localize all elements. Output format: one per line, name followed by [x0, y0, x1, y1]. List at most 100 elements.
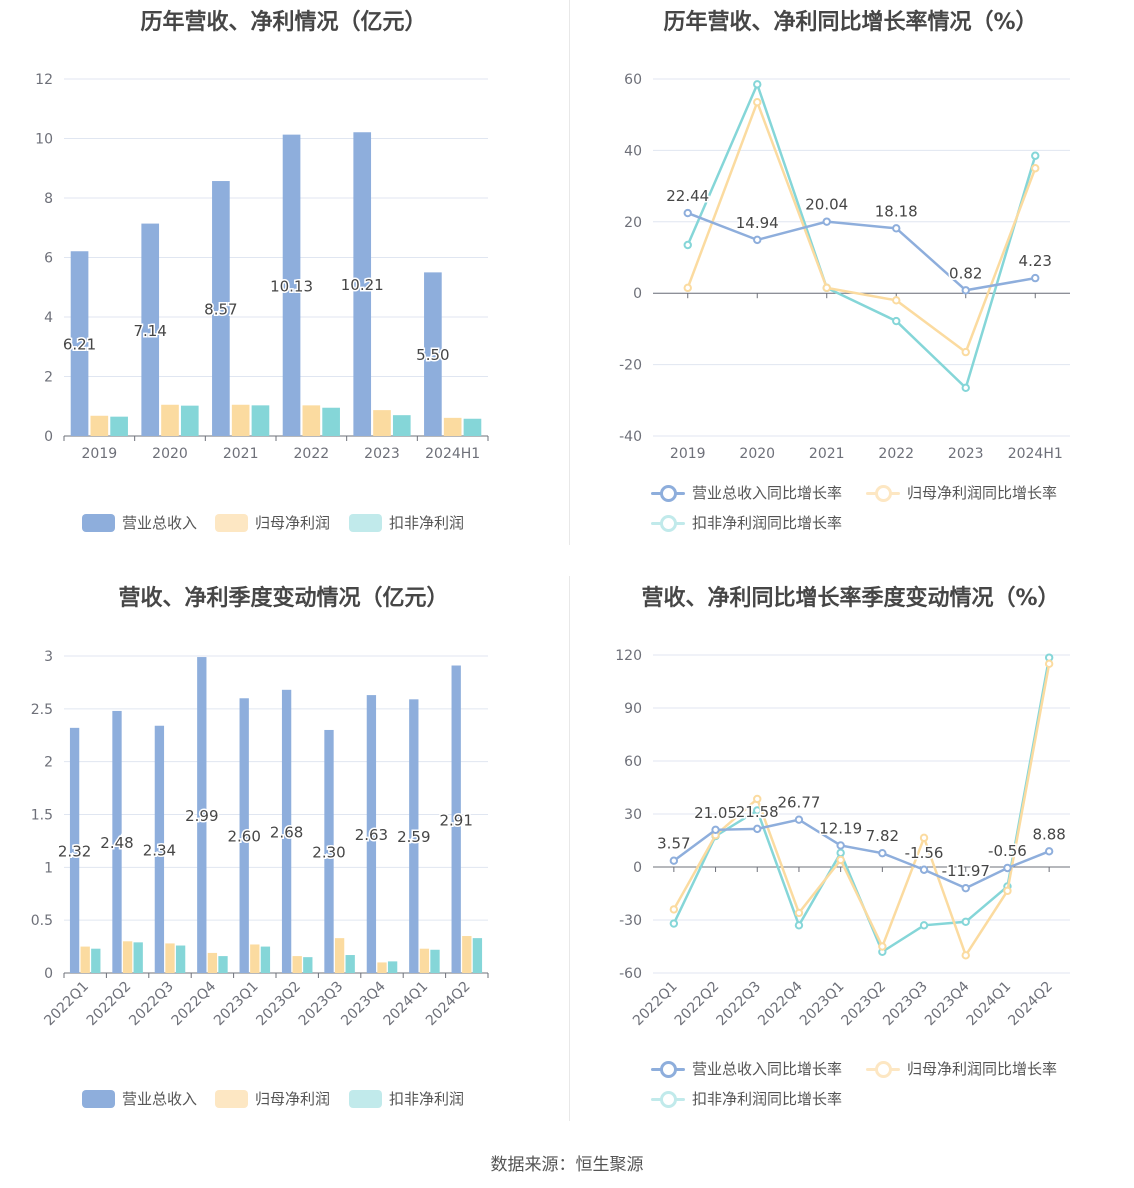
- data-label: 2.91: [439, 811, 472, 829]
- point-deducted: [753, 80, 762, 89]
- y-tick-label: 10: [35, 132, 53, 148]
- x-tick-label: 2023Q2: [839, 979, 890, 1030]
- y-tick-label: -60: [619, 966, 642, 982]
- legend-label: 营业总收入同比增长率: [692, 484, 843, 502]
- point-net_profit: [1003, 886, 1012, 896]
- legend-label: 扣非净利润: [389, 1090, 465, 1108]
- data-label: 2.59: [397, 828, 430, 846]
- series-line-net_profit: [686, 98, 1037, 355]
- point-revenue: [878, 848, 887, 858]
- y-tick-label: 90: [624, 701, 642, 717]
- data-label: 2.32: [58, 842, 91, 860]
- data-label: 12.19: [819, 819, 862, 837]
- x-tick-label: 2022Q1: [630, 979, 681, 1030]
- legend-item-net-profit-growth[interactable]: 归母净利润同比增长率: [866, 1058, 1057, 1079]
- bar-net_profit: [80, 946, 90, 973]
- legend-item-revenue[interactable]: 营业总收入: [82, 512, 197, 533]
- data-label: 21.58: [736, 803, 779, 821]
- legend-item-revenue-growth[interactable]: 营业总收入同比增长率: [651, 482, 842, 503]
- y-tick-label: 1: [44, 860, 53, 876]
- legend-swatch-deducted-growth: [651, 1090, 685, 1108]
- legend-label: 营业总收入: [122, 1090, 198, 1108]
- data-label: -1.56: [905, 844, 944, 862]
- x-tick-label: 2023Q3: [296, 979, 347, 1030]
- y-tick-label: 1.5: [31, 808, 53, 824]
- legend-swatch-net-profit-growth: [866, 484, 900, 502]
- point-revenue: [753, 235, 762, 245]
- data-label: 2.68: [270, 823, 303, 841]
- bar-revenue: [112, 710, 122, 973]
- legend-item-net-profit-growth[interactable]: 归母净利润同比增长率: [866, 482, 1057, 503]
- point-net_profit: [1044, 659, 1054, 669]
- chart-title: 营收、净利季度变动情况（亿元）: [118, 586, 449, 611]
- y-tick-label: -40: [619, 429, 642, 445]
- point-revenue: [753, 824, 762, 834]
- bar-deducted: [260, 946, 271, 973]
- bar-deducted: [175, 945, 186, 973]
- y-tick-label: 0: [633, 286, 642, 302]
- legend-label: 归母净利润同比增长率: [907, 1060, 1058, 1078]
- x-tick-label: 2024Q1: [964, 979, 1015, 1030]
- legend-item-deducted-growth[interactable]: 扣非净利润同比增长率: [651, 512, 842, 533]
- bar-revenue: [69, 727, 80, 973]
- x-tick-label: 2023: [364, 446, 400, 462]
- y-tick-label: 4: [44, 310, 53, 326]
- annual-revenue-profit-chart: 0 2 4 6 8 10 12 2019 2020 2021 2022 2023 2024H1 6.21 7…: [35, 72, 489, 462]
- quarterly-revenue-profit-panel: 营收、净利季度变动情况（亿元） 0 0.5 1 1.5 2 2.5 3 2022Q1 2022Q…: [0, 576, 567, 1152]
- bar-revenue: [70, 251, 89, 436]
- data-label: 18.18: [875, 202, 918, 220]
- y-tick-label: 40: [624, 143, 642, 159]
- point-revenue: [961, 286, 970, 295]
- point-deducted: [669, 919, 679, 928]
- legend-item-deducted-growth[interactable]: 扣非净利润同比增长率: [651, 1088, 842, 1109]
- legend-item-net-profit[interactable]: 归母净利润: [215, 1088, 330, 1109]
- y-tick-label: 60: [624, 754, 642, 770]
- x-tick-label: 2019: [82, 446, 118, 462]
- point-net_profit: [683, 283, 692, 293]
- point-revenue: [711, 825, 720, 835]
- bar-deducted: [251, 405, 270, 436]
- bar-deducted: [345, 955, 355, 973]
- quarterly-growth-rate-panel: 营收、净利同比增长率季度变动情况（%） -60 -30 0 30 60 90 120 2022…: [567, 576, 1134, 1152]
- bar-net_profit: [373, 410, 391, 436]
- x-tick-label: 2023: [948, 446, 984, 462]
- bar-net_profit: [165, 943, 175, 973]
- data-label: 21.05: [694, 804, 737, 822]
- divider: [569, 576, 570, 1121]
- point-net_profit: [1031, 164, 1040, 173]
- x-tick-label: 2023Q1: [797, 979, 848, 1030]
- y-tick-label: -30: [619, 913, 642, 929]
- data-label: 20.04: [805, 196, 848, 214]
- point-net_profit: [961, 951, 970, 960]
- legend-item-revenue[interactable]: 营业总收入: [82, 1088, 197, 1109]
- legend-item-revenue-growth[interactable]: 营业总收入同比增长率: [651, 1058, 842, 1079]
- x-tick-label: 2022: [294, 446, 330, 462]
- x-tick-label: 2023Q2: [253, 979, 304, 1030]
- legend-label: 扣非净利润: [389, 514, 465, 532]
- bar-deducted: [392, 415, 411, 436]
- data-label: 2.99: [185, 807, 218, 825]
- x-tick-label: 2022Q4: [755, 978, 806, 1029]
- bar-net_profit: [161, 404, 179, 436]
- x-tick-label: 2023Q1: [211, 979, 262, 1030]
- legend-label: 归母净利润: [255, 514, 331, 532]
- legend-item-deducted-profit[interactable]: 扣非净利润: [349, 512, 464, 533]
- data-label: 0.82: [949, 264, 982, 282]
- x-tick-label: 2024Q1: [381, 979, 432, 1030]
- data-label: 22.44: [666, 187, 709, 205]
- bar-deducted: [322, 407, 340, 436]
- legend-swatch-net-profit: [215, 513, 248, 532]
- y-tick-label: 8: [44, 191, 53, 207]
- data-label: 10.21: [341, 276, 384, 294]
- bar-revenue: [353, 132, 372, 436]
- data-label: 8.88: [1032, 825, 1065, 843]
- annual-revenue-profit-panel: 历年营收、净利情况（亿元） 0 2 4 6 8 10 12 2019 2020 2021 2022 2…: [0, 0, 567, 576]
- data-label: 10.13: [270, 277, 313, 295]
- y-tick-label: 6: [44, 251, 53, 267]
- bar-revenue: [366, 695, 377, 973]
- legend-item-deducted-profit[interactable]: 扣非净利润: [349, 1088, 464, 1109]
- legend-item-net-profit[interactable]: 归母净利润: [215, 512, 330, 533]
- bar-net_profit: [122, 941, 133, 973]
- legend-swatch-revenue: [82, 1089, 115, 1108]
- y-tick-label: 0.5: [31, 913, 53, 929]
